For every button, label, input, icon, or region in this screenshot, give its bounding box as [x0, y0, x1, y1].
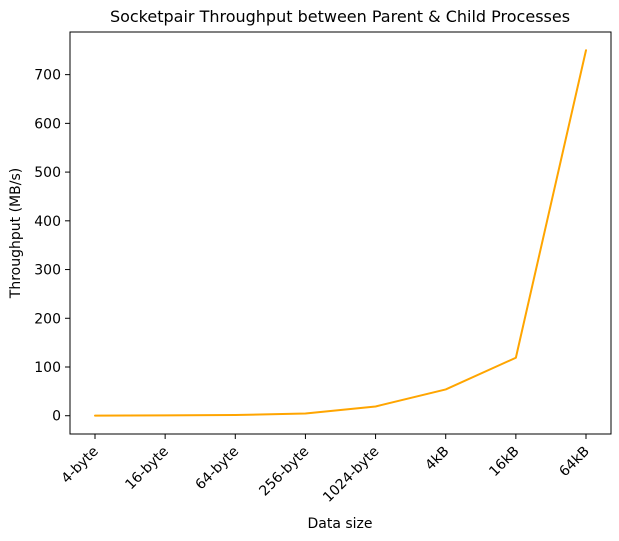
x-tick-label: 64-byte	[193, 444, 243, 494]
x-tick-label: 256-byte	[256, 444, 312, 500]
x-axis-label: Data size	[307, 516, 372, 532]
y-axis-label: Throughput (MB/s)	[8, 168, 24, 299]
series-layer	[94, 49, 587, 417]
x-tick-label: 1024-byte	[320, 444, 382, 506]
x-tick-label: 4-byte	[59, 444, 102, 487]
x-tick-label: 64kB	[556, 444, 592, 480]
chart-title: Socketpair Throughput between Parent & C…	[110, 7, 570, 26]
y-tick-label: 700	[34, 68, 61, 84]
y-tick-label: 500	[34, 165, 61, 181]
y-tick-label: 400	[34, 214, 61, 230]
y-tick-label: 600	[34, 116, 61, 132]
y-tick-label: 300	[34, 263, 61, 279]
x-tick-label: 16-byte	[122, 444, 172, 494]
y-tick-label: 0	[52, 409, 61, 425]
y-tick-label: 200	[34, 311, 61, 327]
x-tick-label: 4kB	[422, 444, 452, 474]
x-tick-label: 16kB	[486, 444, 522, 480]
plot-area-frame	[69, 31, 612, 435]
series-line-0	[94, 49, 587, 417]
x-axis: 4-byte 16-byte 64-byte 256-byte 1024-byte 4kB…	[59, 434, 593, 506]
y-axis: 0 100 200 300 400 500 600 700	[34, 68, 70, 425]
y-tick-label: 100	[34, 360, 61, 376]
